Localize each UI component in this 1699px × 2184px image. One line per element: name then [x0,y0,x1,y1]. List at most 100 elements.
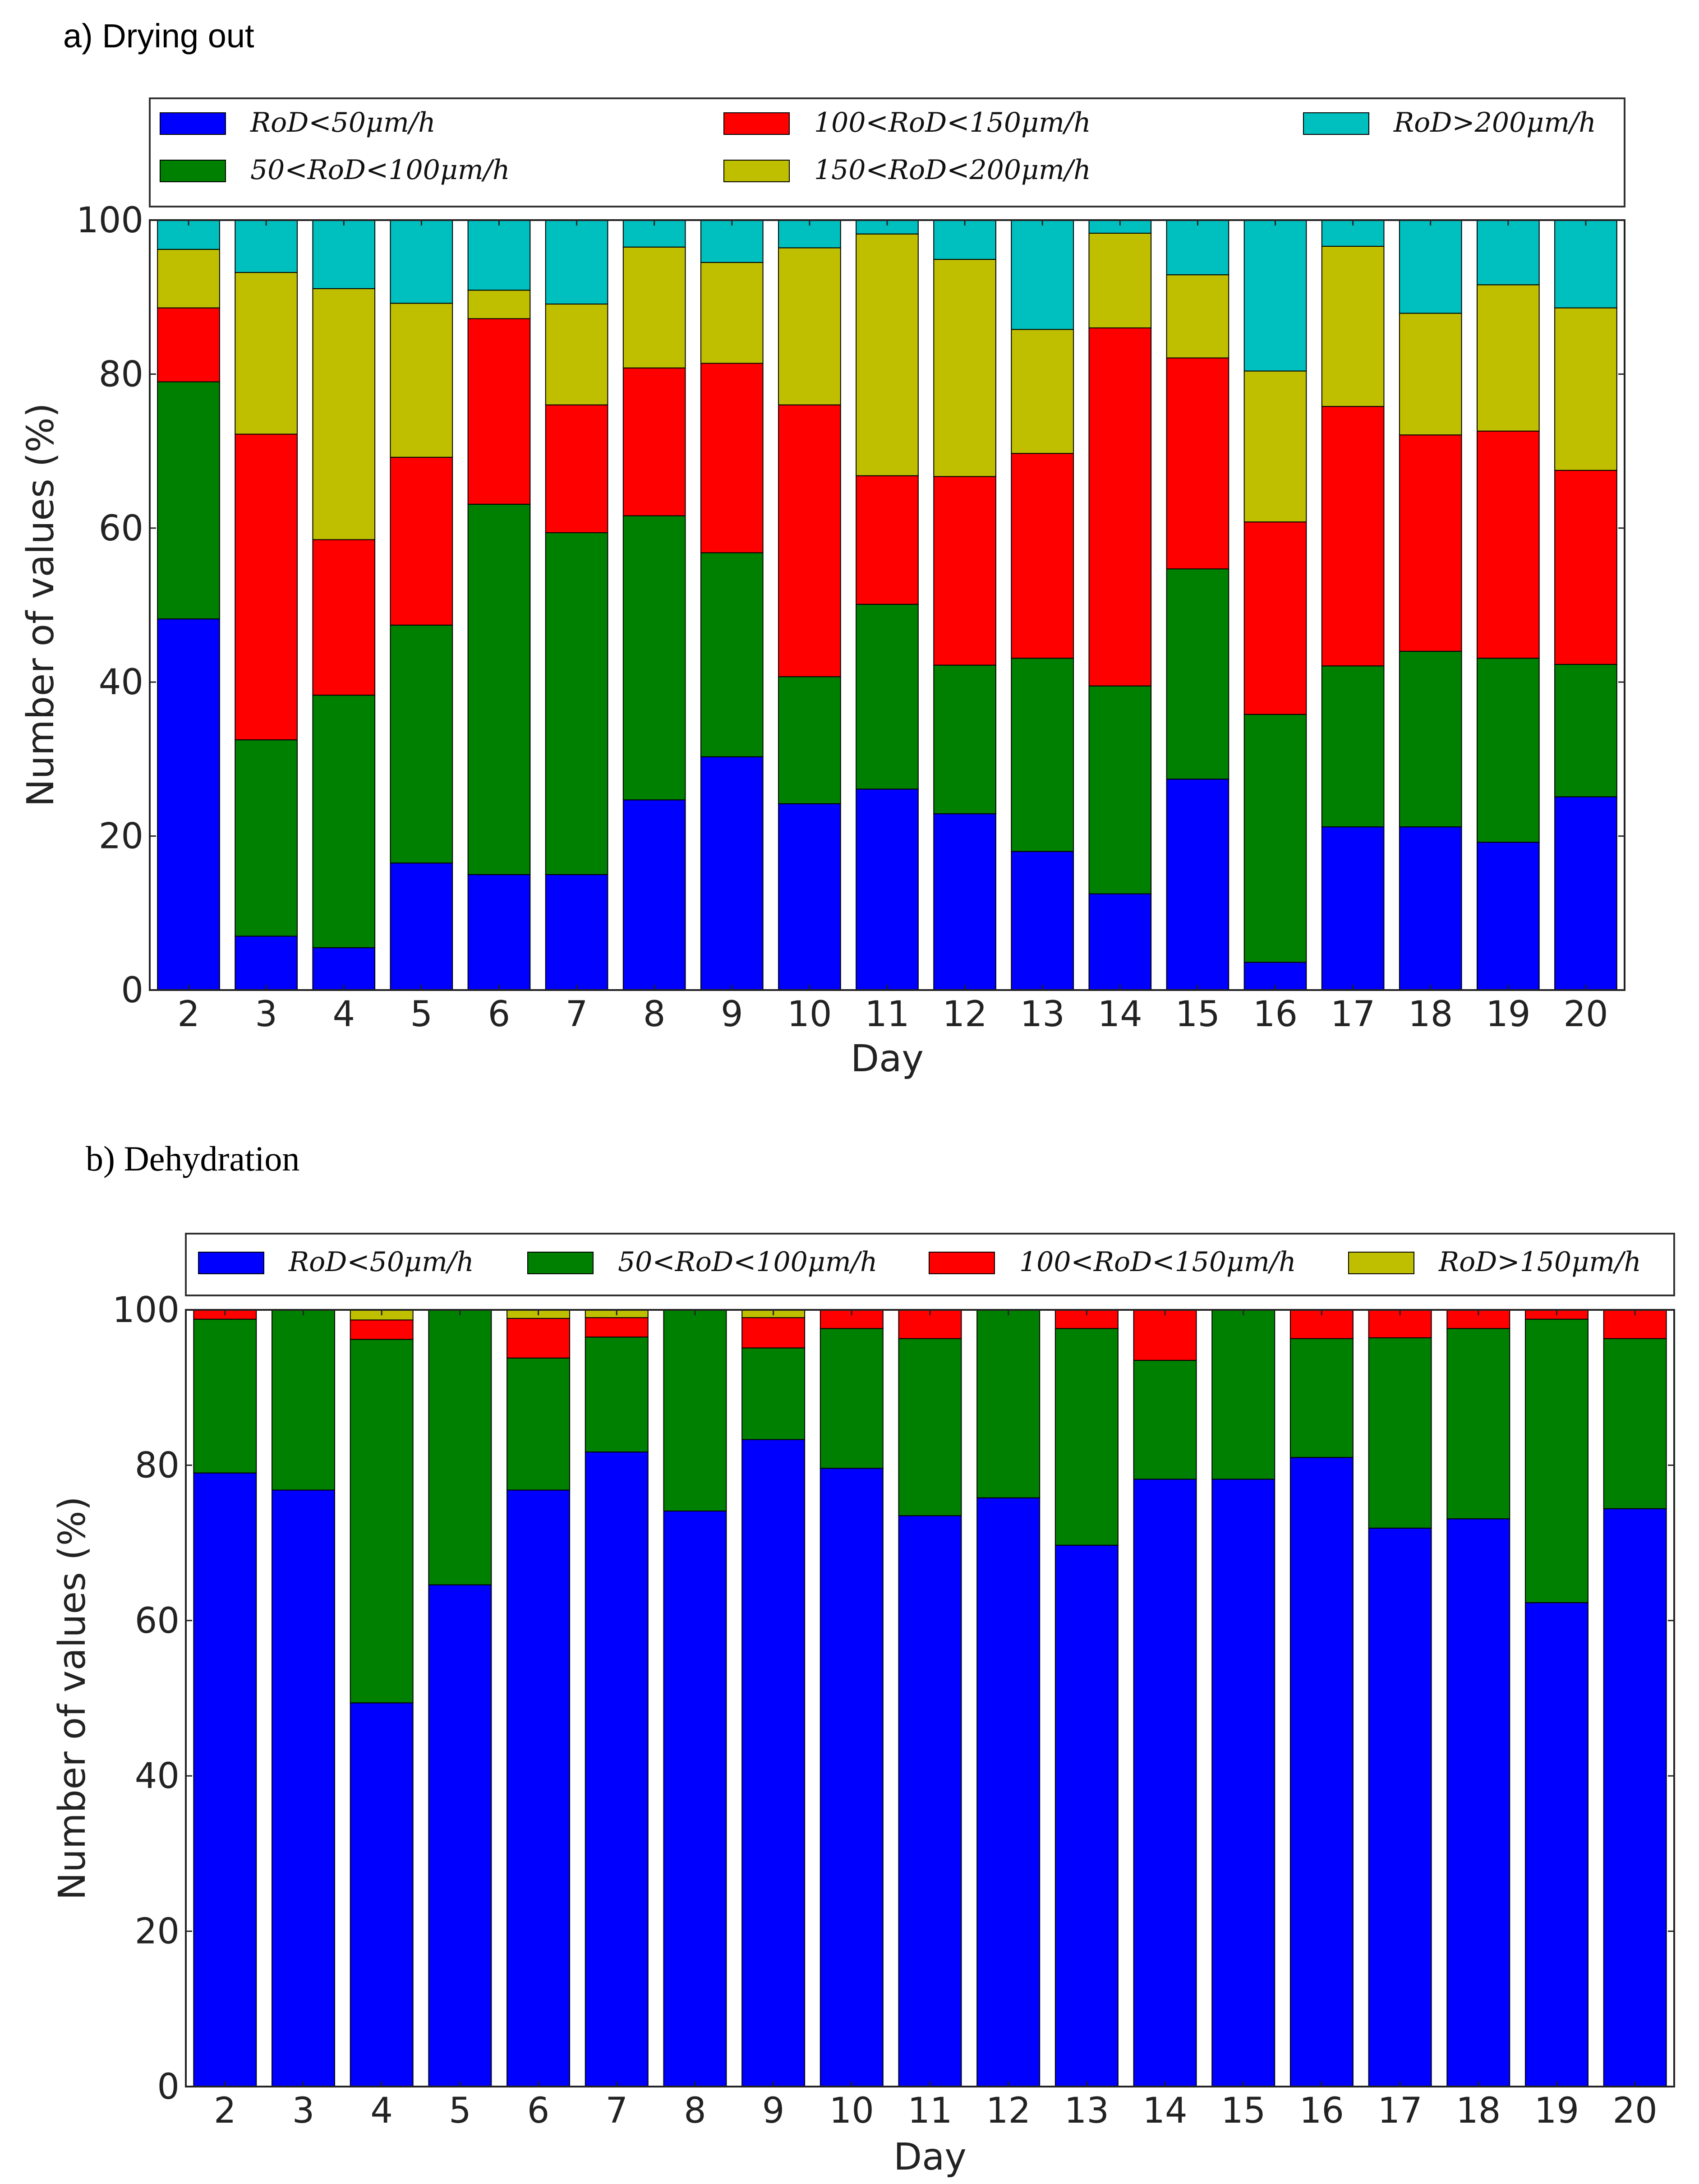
x-axis-label-b: Day [893,2136,967,2179]
bar-segment [467,318,531,505]
bar-segment [1054,1309,1119,1329]
y-tick-label: 0 [121,970,143,1011]
bar-segment [1054,1544,1119,2087]
bar-segment [235,220,298,273]
bar-segment [1477,842,1540,991]
bar-segment [1399,220,1462,314]
x-tick-label: 19 [1534,2091,1579,2131]
x-tick-label: 6 [488,994,511,1035]
bar-segment [1525,1602,1588,2087]
y-tick-label: 20 [135,1912,180,1952]
legend-swatch [198,1252,264,1274]
y-tick-label: 80 [135,1445,180,1486]
bar-segment [1603,1338,1667,1509]
bar-segment [622,246,686,369]
bar-segment [272,1309,335,1491]
bar-segment [1321,826,1385,991]
bar-segment [1603,1508,1667,2087]
y-tick-label: 40 [99,662,143,703]
x-tick-label: 19 [1486,994,1530,1035]
bar-segment [1211,1309,1275,1480]
x-tick-label: 7 [566,994,588,1035]
legend-label: 100<RoD<150μm/h [814,107,1091,138]
bar-segment [700,363,764,553]
legend-swatch [1303,112,1369,135]
x-tick-label: 9 [721,994,743,1035]
legend-b-entries: RoD<50μm/h 50<RoD<100μm/h 100<RoD<150μm/h R… [198,1246,1641,1278]
bar-segment [1011,453,1074,659]
bar-segment [778,247,841,405]
legend-swatch [929,1252,995,1274]
bar-segment [1133,1359,1197,1480]
bar-segment [235,935,298,991]
x-tick-label: 5 [449,2091,471,2131]
legend-label: RoD<50μm/h [288,1246,474,1278]
bar-segment [272,1489,335,2087]
bar-segment [1133,1309,1197,1361]
legend-a-entries: RoD<50μm/h 50<RoD<100μm/h 100<RoD<150μm/h 1… [160,107,1596,186]
axes-b: 2 3 4 5 6 7 8 9 10 11 12 13 14 15 16 17 18 19 20 0 20 40 60 80 1… [112,1290,1674,2131]
x-tick-label: 18 [1408,994,1453,1035]
bar-segment [1166,220,1229,276]
legend-label: RoD>150μm/h [1438,1246,1641,1278]
x-tick-label: 3 [255,994,277,1035]
x-tick-label: 11 [907,2091,952,2131]
bar-segment [390,220,453,304]
legend-label: 100<RoD<150μm/h [1019,1246,1296,1278]
bar-segment [1321,406,1385,667]
x-tick-label: 2 [177,994,200,1035]
bar-segment [350,1339,414,1704]
x-tick-label: 18 [1456,2091,1501,2131]
bar-segment [1525,1318,1588,1603]
x-tick-label: 13 [1064,2091,1109,2131]
x-tick-label: 15 [1221,2091,1266,2131]
bar-segment [506,1489,571,2087]
y-axis-label-b: Number of values (%) [51,1496,94,1900]
y-tick-label: 100 [112,1290,180,1331]
bar-segment [1243,521,1307,715]
x-tick-label: 2 [214,2091,236,2131]
bar-segment [1368,1337,1432,1529]
bar-segment [741,1347,806,1440]
bar-segment [622,515,686,801]
bar-segment [622,367,686,516]
x-tick-label: 15 [1175,994,1220,1035]
bar-segment [778,404,841,677]
bar-segment [933,259,996,477]
x-tick-label: 10 [829,2091,874,2131]
x-tick-label: 4 [332,994,355,1035]
bar-segment [506,1357,571,1491]
bar-segment [157,381,220,620]
bar-segment [1011,658,1074,852]
legend-swatch [723,160,790,182]
chart-drying-out: a) Drying out RoD<50μm/h 50<RoD<100μm/h 10… [19,17,1625,1080]
bar-segment [898,1515,962,2087]
bar-segment [820,1328,884,1469]
legend-swatch [723,112,790,135]
x-tick-label: 20 [1563,994,1608,1035]
x-tick-label: 12 [986,2091,1031,2131]
bar-segment [1368,1527,1432,2087]
bar-segment [1289,1457,1354,2087]
bar-segment [856,233,919,476]
bar-segment [1477,284,1540,432]
x-tick-label: 20 [1613,2091,1658,2131]
bar-segment [1477,430,1540,659]
legend-swatch [160,160,226,182]
legend-label: 50<RoD<100μm/h [250,154,510,186]
x-tick-label: 8 [684,2091,706,2131]
bar-segment [312,947,376,991]
bar-segment [622,799,686,991]
bar-segment [856,220,919,235]
y-tick-label: 20 [99,816,143,857]
bar-segment [1399,313,1462,436]
x-tick-label: 7 [605,2091,628,2131]
bar-segment [390,456,453,626]
bar-segment [428,1584,492,2087]
legend-label: RoD<50μm/h [250,107,436,138]
y-axis-label-a: Number of values (%) [19,403,62,806]
bar-segment [700,552,764,757]
bar-segment [235,739,298,937]
bar-segment [700,262,764,364]
x-axis-label-a: Day [851,1037,924,1080]
